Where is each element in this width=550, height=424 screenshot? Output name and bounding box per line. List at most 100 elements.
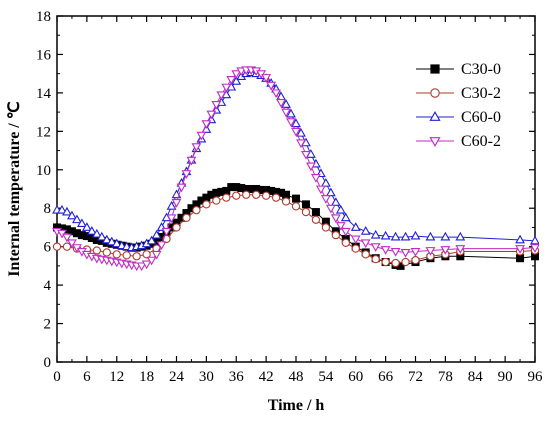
data-point-c60-0 [440,231,451,241]
data-point-c60-2 [330,214,341,224]
data-point-c60-2 [315,185,326,195]
data-point-c30-0 [301,200,310,209]
y-tick-label: 12 [36,124,51,140]
data-point-c30-2 [411,255,420,265]
data-point-c60-0 [62,206,72,216]
data-point-c60-2 [370,243,381,252]
x-tick-label: 78 [438,369,453,385]
x-tick-label: 0 [53,369,61,385]
data-point-c30-2 [271,193,281,202]
data-point-c60-0 [81,222,92,231]
data-point-c60-2 [276,99,286,108]
data-point-c60-0 [320,177,331,187]
y-tick-label: 8 [44,201,52,217]
x-tick-label: 48 [289,369,304,385]
data-point-c60-2 [291,127,301,137]
data-point-c30-2 [401,257,410,267]
data-point-c60-2 [350,235,361,245]
data-point-c60-2 [206,110,217,120]
data-point-c60-0 [86,226,97,235]
data-point-c30-0 [311,208,320,217]
x-tick-label: 54 [318,369,334,385]
data-point-c30-2 [132,252,141,261]
data-point-c60-0 [425,231,436,241]
data-point-c60-2 [141,260,152,270]
x-tick-labels: 0 6 12 18 24 30 36 42 48 54 60 66 72 78 84 90 96 [53,369,543,385]
data-point-c60-0 [530,235,539,245]
data-point-c30-2 [172,223,181,232]
y-tick-label: 14 [36,86,52,102]
data-point-c30-2 [212,196,221,205]
data-point-c30-2 [381,257,390,267]
data-point-c60-2 [400,249,411,258]
data-point-c60-2 [325,204,336,214]
data-point-c60-0 [360,226,371,235]
data-point-c60-0 [72,214,82,224]
data-point-c60-0 [400,231,411,241]
data-point-c60-2 [186,156,197,166]
data-point-c60-0 [370,229,381,239]
x-tick-label: 36 [229,369,245,385]
data-point-c60-0 [335,204,346,214]
data-point-c60-2 [161,227,172,237]
data-point-c60-2 [410,248,421,257]
data-point-c30-2 [361,250,370,259]
data-point-c60-2 [166,214,177,224]
x-tick-label: 30 [199,369,214,385]
data-point-c30-2 [321,223,331,232]
y-tick-label: 16 [36,47,52,63]
data-point-c30-2 [242,190,251,199]
data-point-c60-2 [306,162,316,172]
data-point-c60-2 [201,120,212,129]
legend-label-c60-2: C60-2 [461,133,501,150]
data-point-c60-2 [176,183,187,193]
legend-label-c30-2: C30-2 [461,85,501,102]
data-point-c30-2 [92,246,101,255]
x-axis-title: Time / h [268,397,325,414]
data-point-c60-2 [226,76,237,85]
data-point-c60-2 [171,199,182,208]
data-point-c30-2 [62,242,72,251]
data-point-c60-2 [271,89,281,99]
data-point-c60-2 [62,233,72,243]
data-point-c60-0 [96,231,107,241]
data-point-c60-0 [350,222,361,231]
data-point-c60-2 [390,248,401,257]
data-point-c60-2 [221,83,232,93]
x-tick-label: 42 [259,369,274,385]
y-axis-title: Internal temperature / ℃ [6,101,23,276]
data-point-c30-2 [281,197,291,206]
data-point-c30-2 [291,202,301,211]
x-tick-label: 60 [348,369,363,385]
x-tick-label: 12 [109,369,124,385]
data-point-c60-0 [281,99,291,108]
legend-marker-c30-0 [430,64,440,74]
data-point-c60-2 [335,222,346,231]
data-point-c30-2 [102,248,111,257]
data-point-c30-2 [52,242,62,251]
x-tick-label: 90 [498,369,513,385]
y-tick-label: 6 [44,240,52,256]
data-point-c30-2 [351,244,360,253]
data-point-c60-2 [261,74,272,83]
data-series [52,66,539,272]
data-point-c30-2 [202,200,211,209]
data-point-c30-2 [112,250,121,259]
data-point-c60-0 [106,236,117,246]
data-point-c60-2 [156,241,167,251]
data-point-c60-0 [340,212,351,222]
data-point-c60-2 [440,246,451,255]
data-point-c30-2 [232,191,241,200]
data-point-c60-0 [410,230,421,240]
data-point-c60-0 [101,234,112,244]
y-tick-label: 4 [44,278,52,294]
data-point-c30-0 [291,194,300,203]
data-point-c60-0 [166,201,177,210]
data-point-c60-2 [301,150,311,160]
x-tick-label: 72 [408,369,423,385]
data-point-c30-2 [142,250,151,259]
data-point-c60-0 [390,231,401,241]
data-point-c30-2 [301,207,311,217]
data-point-c30-2 [391,258,400,268]
legend-marker-c60-2 [429,137,441,147]
